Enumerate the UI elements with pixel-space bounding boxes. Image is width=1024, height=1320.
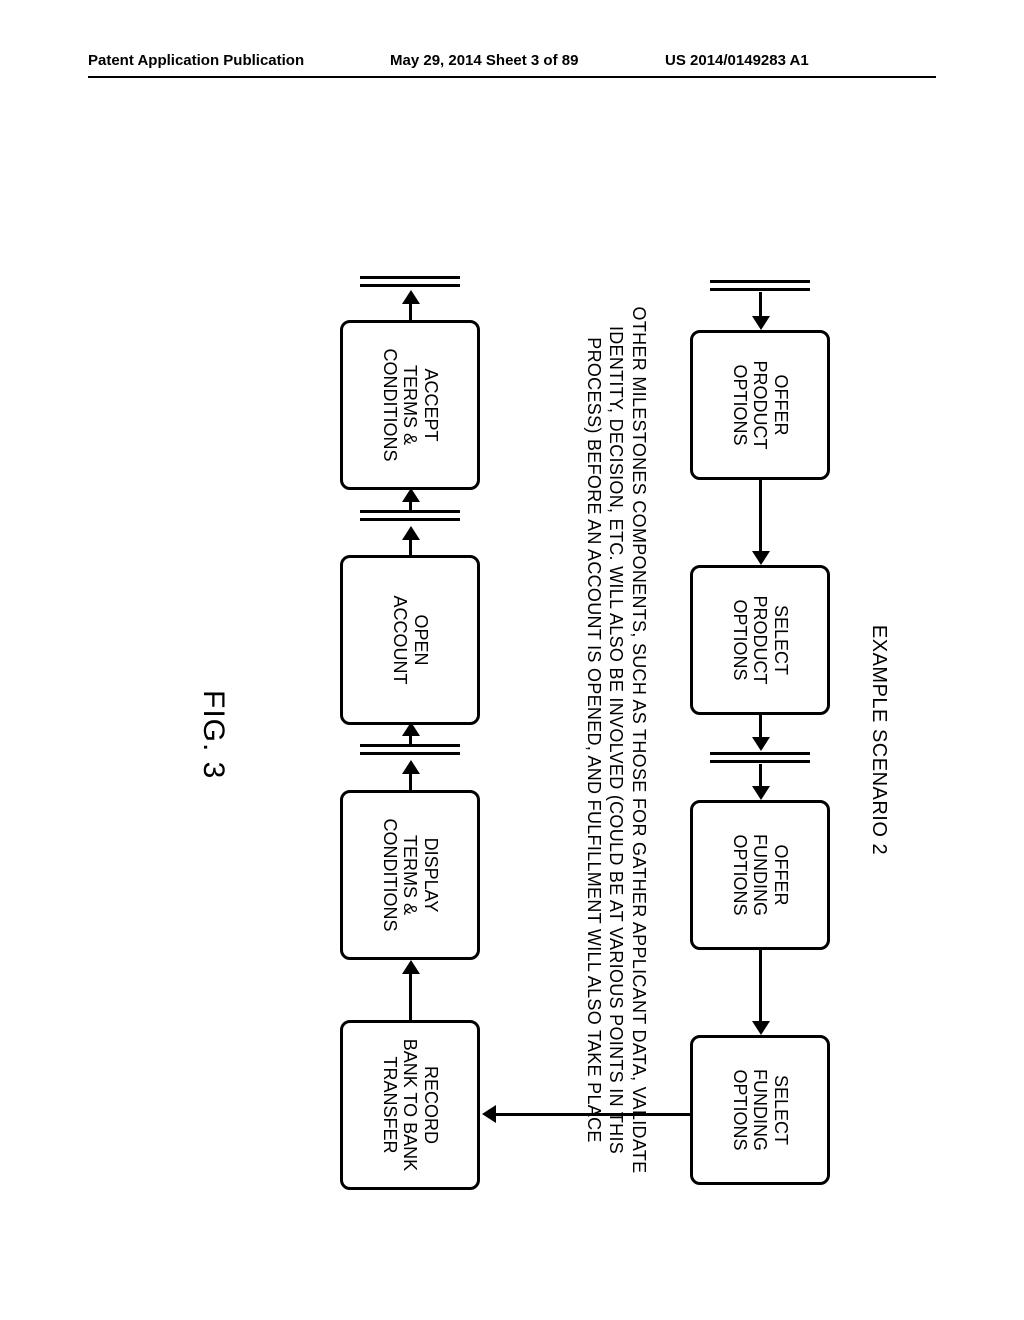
flow-box-accept-terms: ACCEPT TERMS & CONDITIONS — [340, 320, 480, 490]
mid-note: OTHER MILESTONES COMPONENTS, SUCH AS THO… — [583, 300, 651, 1180]
boundary-bar — [360, 276, 460, 279]
box-line: BANK TO BANK — [400, 1029, 421, 1181]
boundary-bar — [710, 280, 810, 283]
header-rule — [88, 76, 936, 78]
box-line: CONDITIONS — [379, 799, 400, 951]
box-line: RECORD — [420, 1029, 441, 1181]
box-line: FUNDING — [750, 809, 771, 941]
flow-row-top: OFFER PRODUCT OPTIONS SELECT PRODUCT OPT… — [690, 290, 830, 1190]
box-line: OFFER — [770, 809, 791, 941]
box-line: ACCOUNT — [389, 564, 410, 716]
box-line: ACCEPT — [420, 329, 441, 481]
note-line: OTHER MILESTONES COMPONENTS, SUCH AS THO… — [629, 307, 649, 1174]
boundary-bar — [360, 518, 460, 521]
box-line: PRODUCT — [750, 339, 771, 471]
box-line: TERMS & — [400, 799, 421, 951]
flow-box-open-account: OPEN ACCOUNT — [340, 555, 480, 725]
box-line: SELECT — [770, 574, 791, 706]
box-line: OPTIONS — [729, 339, 750, 471]
boundary-bar — [710, 288, 810, 291]
boundary-bar — [710, 752, 810, 755]
flow-box-offer-funding: OFFER FUNDING OPTIONS — [690, 800, 830, 950]
header-right: US 2014/0149283 A1 — [665, 52, 809, 69]
box-line: TRANSFER — [379, 1029, 400, 1181]
box-line: CONDITIONS — [379, 329, 400, 481]
box-line: DISPLAY — [420, 799, 441, 951]
page: Patent Application Publication May 29, 2… — [0, 0, 1024, 1320]
note-line: PROCESS) BEFORE AN ACCOUNT IS OPENED, AN… — [584, 337, 604, 1142]
box-line: FUNDING — [750, 1044, 771, 1176]
box-line: OPTIONS — [729, 1044, 750, 1176]
rotated-diagram: EXAMPLE SCENARIO 2 OFFER PRODUCT OPTIONS — [130, 290, 890, 1190]
header-left: Patent Application Publication — [88, 52, 304, 69]
box-line: SELECT — [770, 1044, 791, 1176]
flow-row-bottom: RECORD BANK TO BANK TRANSFER DISPLAY TER… — [340, 290, 480, 1190]
flow-box-select-product: SELECT PRODUCT OPTIONS — [690, 565, 830, 715]
boundary-bar — [710, 760, 810, 763]
header-center: May 29, 2014 Sheet 3 of 89 — [390, 52, 578, 69]
box-line: OPTIONS — [729, 574, 750, 706]
note-line: IDENTITY, DECISION, ETC. WILL ALSO BE IN… — [607, 326, 627, 1154]
flow-box-display-terms: DISPLAY TERMS & CONDITIONS — [340, 790, 480, 960]
flow-box-select-funding: SELECT FUNDING OPTIONS — [690, 1035, 830, 1185]
flow-box-offer-product: OFFER PRODUCT OPTIONS — [690, 330, 830, 480]
figure-label: FIG. 3 — [196, 690, 230, 779]
box-line: OPTIONS — [729, 809, 750, 941]
box-line: PRODUCT — [750, 574, 771, 706]
box-line: OPEN — [410, 564, 431, 716]
boundary-bar — [360, 752, 460, 755]
flow-box-record-transfer: RECORD BANK TO BANK TRANSFER — [340, 1020, 480, 1190]
diagram-container: EXAMPLE SCENARIO 2 OFFER PRODUCT OPTIONS — [50, 140, 974, 1140]
diagram-title: EXAMPLE SCENARIO 2 — [867, 290, 890, 1190]
box-line: OFFER — [770, 339, 791, 471]
boundary-bar — [360, 284, 460, 287]
box-line: TERMS & — [400, 329, 421, 481]
